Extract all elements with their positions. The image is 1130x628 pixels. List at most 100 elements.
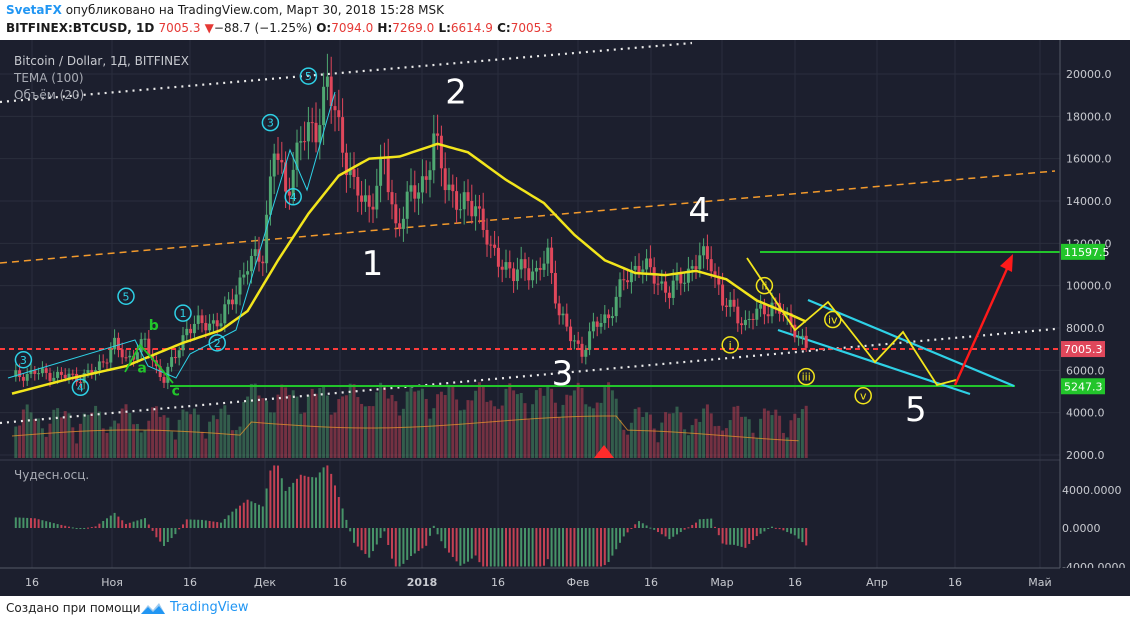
volume-bar xyxy=(253,383,257,458)
oscillator-bar xyxy=(558,528,561,567)
oscillator-bar xyxy=(265,488,268,528)
candle-body xyxy=(656,283,660,285)
volume-bar xyxy=(291,390,295,458)
volume-bar xyxy=(561,404,565,458)
chart-area[interactable]: 1 2 3 4 5 3 4 5 1 2 3 4 5 ii i iv iii v a b c 20000.0 18000.0… xyxy=(0,40,1130,596)
oscillator-bar xyxy=(106,518,108,528)
wave-circle xyxy=(14,351,33,369)
volume-bar xyxy=(766,410,770,458)
oscillator-bar xyxy=(611,528,614,556)
oscillator-bar xyxy=(60,524,63,528)
oscillator-bar xyxy=(455,528,458,562)
oscillator-bar xyxy=(436,528,439,535)
wave-circle xyxy=(71,378,90,397)
wave-circle xyxy=(208,334,226,352)
oscillator-bar xyxy=(303,475,306,528)
volume-bar xyxy=(447,384,451,458)
candle-body xyxy=(143,338,147,340)
abc-label: b xyxy=(149,318,159,334)
candle-body xyxy=(386,157,390,193)
oscillator-bar xyxy=(398,528,401,567)
price-tick-label: 10000.0 xyxy=(1066,280,1112,293)
candle-body xyxy=(599,322,603,327)
volume-bar xyxy=(287,394,291,458)
price-tick-label: 16000.0 xyxy=(1066,153,1112,166)
volume-bar xyxy=(139,432,143,458)
oscillator-bar xyxy=(619,528,621,543)
volume-bar xyxy=(204,438,208,458)
volume-bar xyxy=(671,413,675,458)
candle-body xyxy=(572,340,576,342)
volume-bar xyxy=(660,422,664,458)
oscillator-bar xyxy=(657,528,659,533)
candle-body xyxy=(173,357,177,359)
oscillator-bar xyxy=(463,528,466,564)
candle-body xyxy=(610,316,614,319)
oscillator-bar xyxy=(763,528,766,532)
price-label-bg xyxy=(1061,243,1105,260)
legend-oscillator: Чудесн.осц. xyxy=(14,468,89,482)
oscillator-bar xyxy=(474,528,477,556)
candle-body xyxy=(33,370,37,374)
oscillator-bar xyxy=(717,528,720,536)
volume-bar xyxy=(428,418,432,458)
candle-body xyxy=(14,370,18,377)
oscillator-bar xyxy=(432,525,435,528)
candle-body xyxy=(550,247,554,274)
volume-bar xyxy=(793,413,797,458)
candle-body xyxy=(569,326,573,342)
footer-brand[interactable]: TradingView xyxy=(170,600,249,615)
oscillator-bar xyxy=(87,527,89,529)
oscillator-bar xyxy=(307,476,310,528)
candle-body xyxy=(648,258,652,268)
candle-body xyxy=(67,373,71,379)
candle-body xyxy=(177,350,181,358)
volume-bar xyxy=(227,414,231,458)
candle-body xyxy=(204,323,208,331)
tradingview-logo-icon xyxy=(141,603,165,614)
oscillator-bar xyxy=(691,524,694,528)
volume-bar xyxy=(690,425,694,458)
oscillator-bar xyxy=(774,527,777,529)
oscillator-bar xyxy=(607,528,610,563)
abc-zigzag xyxy=(124,343,174,384)
candle-body xyxy=(37,373,41,375)
candle-body xyxy=(86,370,90,374)
time-tick-label: Апр xyxy=(866,576,888,589)
volume-bar xyxy=(728,420,732,458)
oscillator-bar xyxy=(220,522,222,528)
oscillator-bar xyxy=(733,528,735,545)
oscillator-bar xyxy=(71,527,74,529)
volume-bar xyxy=(534,390,538,458)
oscillator-bar xyxy=(33,518,36,528)
time-tick-label: Дек xyxy=(254,576,276,589)
candle-body xyxy=(527,268,531,281)
osc-tick-label: 4000.0000 xyxy=(1062,484,1122,497)
candle-body xyxy=(702,246,706,256)
oscillator-bar xyxy=(649,527,652,529)
volume-bar xyxy=(489,400,493,458)
candle-body xyxy=(683,282,687,284)
volume-bar xyxy=(371,406,375,458)
oscillator-bar xyxy=(562,528,564,567)
author-name[interactable]: SvetaFX xyxy=(6,3,62,17)
oscillator-bar xyxy=(117,516,120,528)
volume-bars xyxy=(11,382,808,458)
volume-bar xyxy=(470,400,474,458)
oscillator-bar xyxy=(254,503,257,528)
oscillator-bar xyxy=(277,465,279,528)
volume-bar xyxy=(192,408,196,458)
oscillator-bar xyxy=(641,523,644,528)
volume-bar xyxy=(329,414,333,458)
candle-body xyxy=(603,314,607,323)
oscillator-bar xyxy=(592,528,595,567)
oscillator-bar xyxy=(227,515,230,528)
oscillator-bar xyxy=(375,528,378,545)
time-tick-label: 2018 xyxy=(407,576,438,589)
volume-bar xyxy=(542,395,546,458)
volume-bar xyxy=(154,406,158,458)
candle-body xyxy=(82,373,86,383)
oscillator-bar xyxy=(440,528,443,542)
volume-bar xyxy=(116,423,120,458)
